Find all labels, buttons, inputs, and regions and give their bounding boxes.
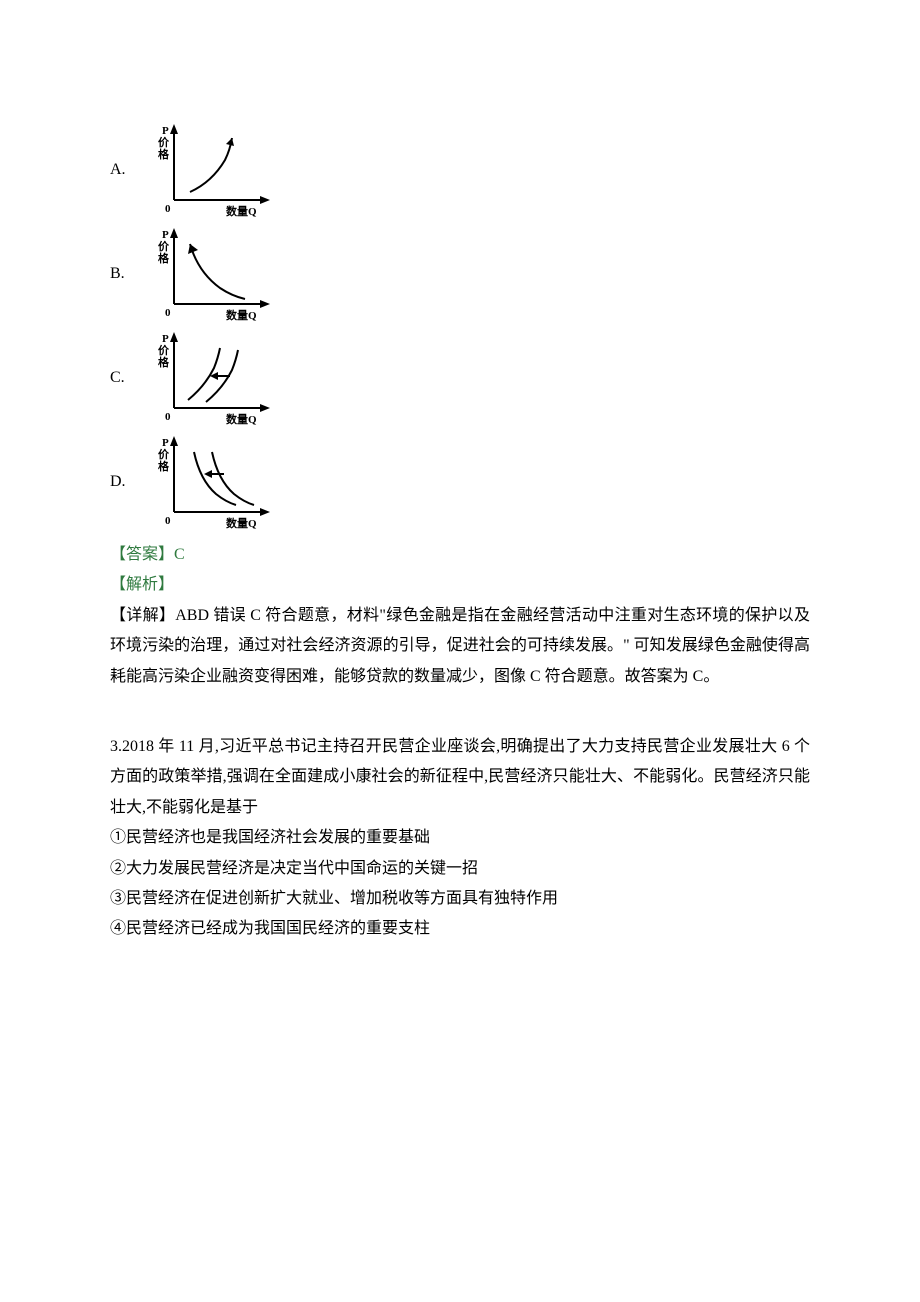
svg-text:0: 0 — [165, 515, 171, 527]
option-a-label: A. — [110, 155, 150, 185]
svg-text:0: 0 — [165, 307, 171, 319]
answer-block: 【答案】C — [110, 540, 810, 570]
option-d-label: D. — [110, 467, 150, 497]
option-b: B. P 价 格 0 数量Q — [110, 224, 810, 324]
svg-text:0: 0 — [165, 411, 171, 423]
chart-b-svg: P 价 格 0 数量Q — [150, 224, 280, 324]
chart-c: P 价 格 0 数量Q — [150, 328, 280, 428]
q3-option-2: ②大力发展民营经济是决定当代中国命运的关键一招 — [110, 854, 810, 884]
svg-text:价: 价 — [158, 448, 170, 461]
svg-text:价: 价 — [158, 240, 170, 253]
document-page: A. P 价 格 0 数量Q B. — [0, 0, 920, 1302]
svg-text:数量Q: 数量Q — [226, 412, 257, 426]
question-3: 3.2018 年 11 月,习近平总书记主持召开民营企业座谈会,明确提出了大力支… — [110, 732, 810, 945]
answer-value: C — [174, 546, 185, 563]
chart-a: P 价 格 0 数量Q — [150, 120, 280, 220]
svg-text:数量Q: 数量Q — [226, 516, 257, 530]
chart-d-svg: P 价 格 0 数量Q — [150, 432, 280, 532]
svg-text:格: 格 — [158, 355, 170, 369]
chart-d: P 价 格 0 数量Q — [150, 432, 280, 532]
answer-label: 【答案】 — [110, 546, 174, 563]
analysis-block: 【解析】 【详解】ABD 错误 C 符合题意，材料"绿色金融是指在金融经营活动中… — [110, 570, 810, 692]
chart-b: P 价 格 0 数量Q — [150, 224, 280, 324]
svg-text:格: 格 — [158, 147, 170, 161]
analysis-body: 【详解】ABD 错误 C 符合题意，材料"绿色金融是指在金融经营活动中注重对生态… — [110, 601, 810, 692]
q3-stem: 3.2018 年 11 月,习近平总书记主持召开民营企业座谈会,明确提出了大力支… — [110, 732, 810, 823]
option-c: C. P 价 格 0 数量Q — [110, 328, 810, 428]
svg-text:P: P — [162, 229, 169, 241]
chart-a-svg: P 价 格 0 数量Q — [150, 120, 280, 220]
svg-text:格: 格 — [158, 251, 170, 265]
svg-text:P: P — [162, 333, 169, 345]
svg-text:价: 价 — [158, 136, 170, 149]
svg-text:P: P — [162, 437, 169, 449]
option-a: A. P 价 格 0 数量Q — [110, 120, 810, 220]
svg-text:0: 0 — [165, 203, 171, 215]
svg-text:数量Q: 数量Q — [226, 308, 257, 322]
analysis-detail-label: 【详解】 — [110, 607, 175, 624]
chart-c-svg: P 价 格 0 数量Q — [150, 328, 280, 428]
svg-text:数量Q: 数量Q — [226, 204, 257, 218]
q3-option-1: ①民营经济也是我国经济社会发展的重要基础 — [110, 823, 810, 853]
q3-option-3: ③民营经济在促进创新扩大就业、增加税收等方面具有独特作用 — [110, 884, 810, 914]
analysis-label: 【解析】 — [110, 570, 810, 600]
option-b-label: B. — [110, 259, 150, 289]
svg-text:P: P — [162, 125, 169, 137]
svg-text:价: 价 — [158, 344, 170, 357]
svg-text:格: 格 — [158, 459, 170, 473]
q3-option-4: ④民营经济已经成为我国国民经济的重要支柱 — [110, 914, 810, 944]
option-c-label: C. — [110, 363, 150, 393]
option-d: D. P 价 格 0 数量Q — [110, 432, 810, 532]
analysis-text: ABD 错误 C 符合题意，材料"绿色金融是指在金融经营活动中注重对生态环境的保… — [110, 607, 810, 685]
